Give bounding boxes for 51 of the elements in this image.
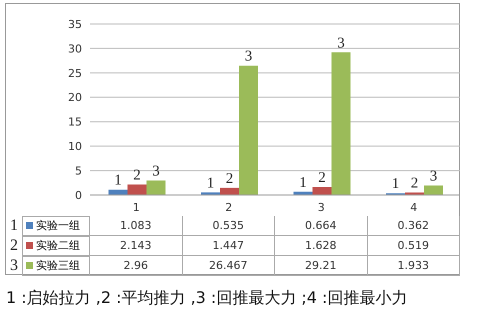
data-label: 0.664 — [275, 216, 368, 236]
y-tick-label: 35 — [68, 18, 82, 31]
bar — [108, 190, 128, 195]
data-label: 1.083 — [90, 216, 182, 236]
data-label: 29.21 — [275, 256, 368, 276]
annotation: 1 — [392, 176, 400, 192]
annotation: 1 — [114, 172, 122, 189]
bar — [220, 188, 239, 195]
text: 1 — [9, 216, 19, 236]
annotation: 1 — [299, 174, 307, 191]
annotation: 2 — [410, 175, 418, 192]
text: 2 — [9, 236, 19, 256]
y-tick-label: 30 — [68, 42, 82, 56]
bar — [128, 184, 146, 195]
x-tick-label: 4 — [410, 200, 418, 214]
data-label: 2.143 — [90, 236, 182, 256]
data-label: 26.467 — [182, 256, 275, 276]
y-tick-label: 5 — [75, 164, 82, 178]
text: 3 — [9, 256, 19, 276]
bar — [312, 187, 332, 195]
legend-label: 实验三组 — [36, 259, 80, 272]
y-tick-label: 25 — [68, 66, 82, 80]
annotation: 3 — [337, 35, 345, 52]
data-label: 1.933 — [368, 256, 460, 276]
data-label: 2.96 — [90, 256, 182, 276]
legend-label: 实验一组 — [36, 219, 80, 232]
y-tick-label: 15 — [68, 116, 82, 129]
annotation: 3 — [152, 164, 160, 180]
annotation: 1 — [206, 175, 214, 192]
y-tick-label: 10 — [68, 140, 82, 154]
bar — [239, 66, 258, 195]
data-label: 0.519 — [368, 236, 460, 256]
bar — [424, 186, 443, 195]
y-tick-label: 20 — [68, 91, 82, 104]
annotation: 3 — [244, 48, 252, 65]
text: 1 :启始拉力 ,2 :平均推力 ,3 :回推最大力 ;4 :回推最小力 — [6, 288, 408, 309]
data-label: 1.628 — [275, 236, 368, 256]
data-label: 1.447 — [182, 236, 275, 256]
x-tick-label: 3 — [318, 200, 325, 214]
data-label: 0.362 — [368, 216, 460, 236]
annotation: 2 — [318, 170, 326, 186]
annotation: 2 — [226, 170, 234, 187]
y-tick-label: 0 — [75, 188, 82, 202]
annotation: 3 — [430, 168, 438, 185]
x-tick-label: 2 — [225, 200, 232, 214]
x-tick-label: 1 — [132, 200, 140, 214]
data-label: 0.535 — [182, 216, 275, 236]
bar — [332, 52, 350, 195]
bar — [146, 180, 166, 195]
annotation: 2 — [133, 168, 141, 184]
legend-label: 实验二组 — [36, 239, 80, 252]
